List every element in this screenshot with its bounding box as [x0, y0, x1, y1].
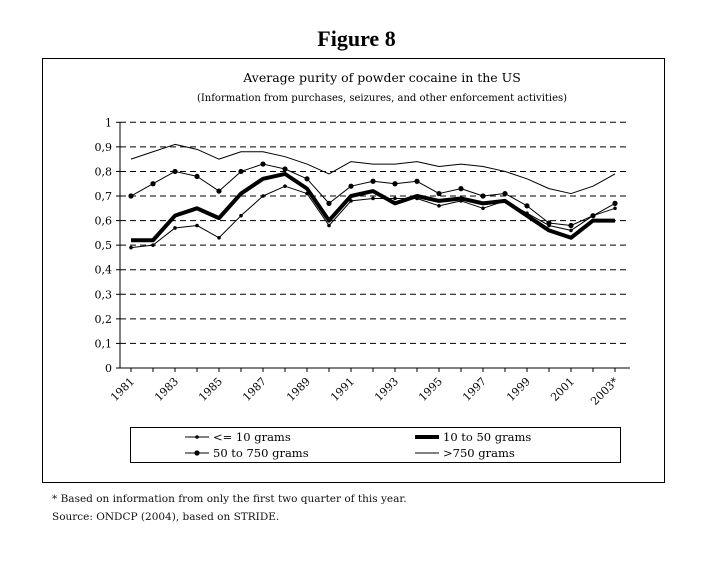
footnote: * Based on information from only the fir…: [52, 493, 407, 505]
x-tick-label: 1989: [284, 375, 313, 404]
x-tick-label: 1997: [460, 375, 489, 404]
data-point: [128, 193, 134, 199]
y-tick-label: 0: [105, 362, 112, 375]
data-point: [217, 235, 221, 240]
data-point: [613, 206, 617, 211]
data-point: [261, 194, 265, 198]
y-tick-label: 0,2: [95, 313, 113, 326]
data-point: [480, 193, 486, 199]
data-point: [349, 199, 353, 203]
legend-label: 10 to 50 grams: [443, 430, 531, 444]
data-point: [568, 222, 574, 229]
y-tick-label: 0,3: [95, 288, 113, 301]
figure-title: Figure 8: [317, 26, 396, 51]
data-point: [195, 223, 199, 228]
y-tick-label: 0,8: [95, 165, 113, 178]
series-line: [130, 163, 616, 226]
x-tick-label: 1991: [328, 375, 357, 404]
data-point: [194, 173, 200, 179]
data-point: [458, 186, 464, 192]
data-point: [151, 243, 155, 247]
data-point: [129, 245, 133, 250]
series-line: [131, 171, 615, 243]
data-point: [216, 188, 222, 194]
data-point: [524, 203, 530, 209]
y-tick-label: 0,4: [95, 264, 113, 277]
legend-label: <= 10 grams: [213, 430, 291, 444]
data-point: [348, 183, 354, 189]
legend-marker: [194, 450, 200, 456]
y-tick-label: 0,7: [95, 190, 113, 203]
data-point: [371, 196, 375, 201]
x-tick-label: 2003*: [588, 375, 621, 408]
data-point: [546, 220, 552, 226]
x-tick-label: 1999: [504, 375, 533, 404]
y-tick-label: 1: [105, 116, 112, 129]
data-point: [283, 184, 287, 188]
y-tick-label: 0,9: [95, 141, 113, 154]
data-point: [172, 168, 178, 175]
data-point: [239, 213, 243, 218]
data-point: [282, 166, 288, 172]
chart-subtitle: (Information from purchases, seizures, a…: [197, 93, 567, 104]
data-point: [414, 178, 420, 184]
data-point: [393, 196, 397, 201]
legend-label: >750 grams: [443, 446, 515, 460]
legend-label: 50 to 750 grams: [213, 446, 309, 460]
data-point: [502, 190, 508, 197]
data-point: [590, 213, 596, 219]
data-point: [612, 200, 618, 206]
x-tick-label: 1983: [152, 375, 181, 404]
x-tick-label: 1987: [240, 375, 269, 404]
data-point: [370, 178, 376, 184]
x-tick-label: 1981: [108, 375, 137, 404]
x-tick-label: 1995: [416, 375, 445, 404]
source-note: Source: ONDCP (2004), based on STRIDE.: [52, 511, 280, 523]
y-tick-label: 0,6: [95, 215, 113, 228]
data-point: [173, 226, 177, 230]
legend-marker: [195, 435, 199, 439]
data-point: [150, 181, 156, 187]
x-tick-label: 2001: [548, 375, 577, 404]
data-point: [327, 223, 331, 228]
data-point: [326, 200, 332, 206]
data-point: [392, 181, 398, 187]
data-point: [437, 204, 441, 208]
legend-box: [130, 427, 621, 463]
chart-title: Average purity of powder cocaine in the …: [242, 70, 521, 85]
series-line: [130, 185, 616, 249]
chart-frame: [42, 58, 665, 483]
data-point: [481, 206, 485, 211]
data-point: [238, 168, 244, 175]
y-tick-label: 0,1: [95, 337, 113, 350]
x-tick-label: 1985: [196, 375, 225, 404]
x-tick-label: 1993: [372, 375, 401, 404]
data-point: [260, 161, 266, 167]
data-point: [569, 228, 573, 233]
series-line: [130, 143, 616, 195]
y-tick-label: 0,5: [95, 239, 113, 252]
data-point: [436, 190, 442, 197]
data-point: [304, 176, 310, 182]
